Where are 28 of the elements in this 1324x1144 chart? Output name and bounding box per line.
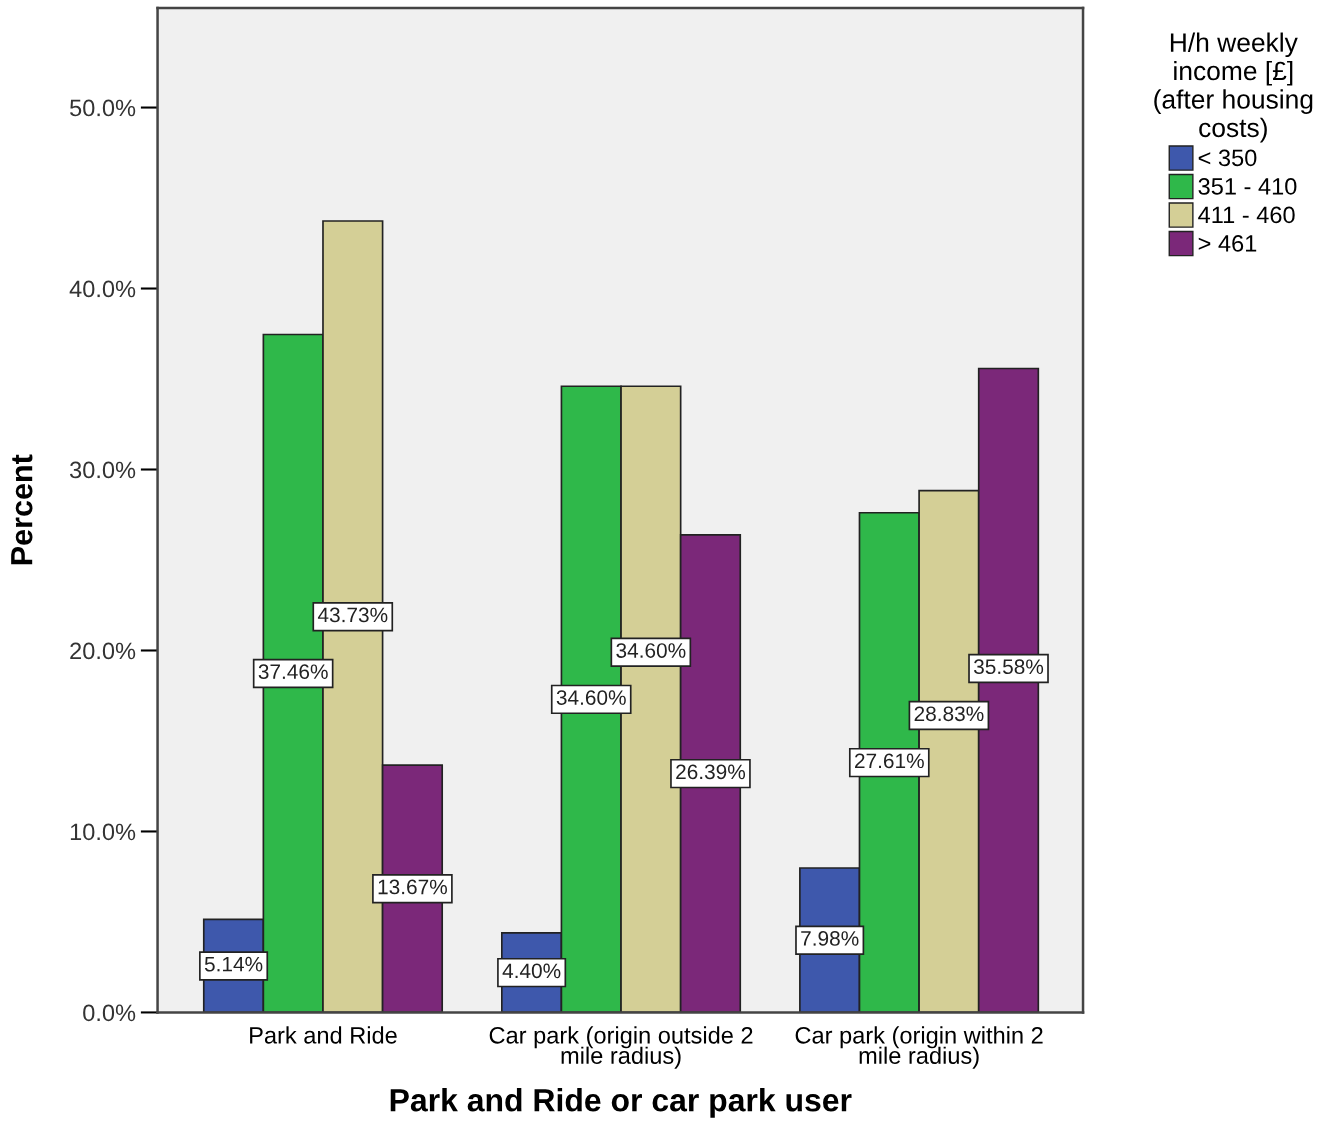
data-label: 26.39% [676,764,746,780]
data-label: 43.73% [317,607,388,623]
x-tick-label: Car park (origin outside 2 mile radius) [489,1026,753,1069]
legend-label: < 350 [1198,149,1257,167]
data-label: 37.46% [258,664,328,680]
y-tick-label: 40.0% [69,280,136,298]
y-tick-label: 50.0% [70,99,136,117]
y-tick-label: 0.0% [83,1004,136,1022]
y-tick-label: 20.0% [70,642,136,660]
y-axis-title: Percent [11,454,33,565]
x-axis-title: Park and Ride or car park user [390,1088,852,1118]
y-tick-label: 30.0% [69,461,136,479]
legend-label: > 461 [1198,235,1257,252]
data-label: 35.58% [973,659,1044,675]
data-label: 28.83% [914,706,984,722]
legend-label: 411 - 460 [1198,206,1295,224]
data-label: 13.67% [378,879,447,895]
x-tick-label: Car park (origin within 2 mile radius) [795,1026,1043,1069]
data-label: 34.60% [616,643,686,658]
data-label: 5.14% [204,956,263,972]
legend-title: H/h weekly income [£] (after housing costs) [1154,32,1313,143]
data-label: 4.40% [502,963,561,979]
legend-label: 351 - 410 [1198,178,1297,195]
x-tick-label: Park and Ride [250,1026,397,1044]
data-label: 27.61% [855,753,924,769]
data-label: 7.98% [801,931,859,946]
y-tick-label: 10.0% [70,823,136,841]
data-label: 34.60% [556,690,626,705]
